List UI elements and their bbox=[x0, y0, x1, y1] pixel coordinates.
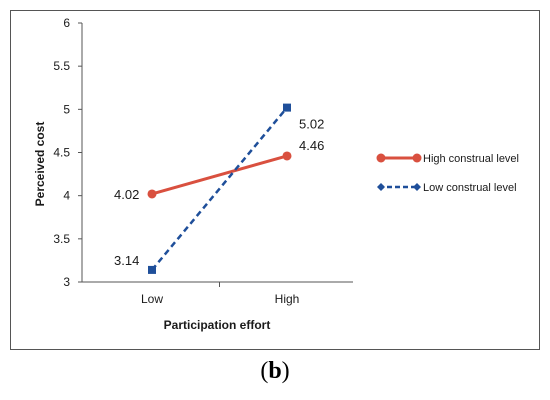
y-ticks: 3 3.5 4 4.5 5 5.5 6 bbox=[53, 16, 82, 289]
legend-item: High construal level bbox=[376, 153, 519, 165]
series-line bbox=[151, 154, 288, 196]
caption-close-paren: ) bbox=[281, 358, 290, 384]
y-tick-label: 3.5 bbox=[53, 232, 70, 246]
legend-marker bbox=[413, 183, 421, 191]
data-point-marker bbox=[283, 103, 291, 112]
data-point-marker bbox=[148, 265, 156, 274]
data-label: 4.02 bbox=[114, 187, 139, 202]
y-axis-title: Perceived cost bbox=[33, 122, 47, 207]
series-layer: 4.02 4.46 3.14 5.02 bbox=[114, 103, 324, 274]
y-tick-label: 4 bbox=[63, 189, 70, 203]
series-low-construal: 3.14 5.02 bbox=[114, 103, 324, 274]
figure-frame bbox=[10, 10, 540, 350]
legend-marker bbox=[412, 153, 422, 163]
x-tick-label: High bbox=[275, 292, 300, 306]
data-label: 3.14 bbox=[114, 253, 139, 268]
data-label: 4.46 bbox=[299, 138, 324, 153]
series-high-construal: 4.02 4.46 bbox=[114, 138, 324, 202]
legend: High construal level Low construal level bbox=[376, 153, 519, 194]
y-tick-label: 3 bbox=[63, 275, 70, 289]
caption-letter: b bbox=[268, 358, 282, 384]
y-tick-label: 4.5 bbox=[53, 146, 70, 160]
data-point-marker bbox=[282, 151, 292, 161]
legend-marker bbox=[376, 153, 386, 163]
legend-label: High construal level bbox=[423, 153, 519, 165]
figure-caption: (b) bbox=[0, 358, 550, 385]
legend-label: Low construal level bbox=[423, 182, 517, 194]
x-axis-title: Participation effort bbox=[164, 318, 271, 332]
x-ticks: Low High bbox=[141, 282, 299, 306]
data-point-marker bbox=[147, 189, 157, 199]
y-tick-label: 5.5 bbox=[53, 59, 70, 73]
legend-item: Low construal level bbox=[377, 182, 517, 194]
data-label: 5.02 bbox=[299, 117, 324, 132]
x-tick-label: Low bbox=[141, 292, 163, 306]
series-line bbox=[151, 106, 288, 271]
legend-marker bbox=[377, 183, 385, 191]
y-tick-label: 5 bbox=[63, 102, 70, 116]
caption-open-paren: ( bbox=[260, 358, 269, 384]
y-tick-label: 6 bbox=[63, 16, 70, 30]
